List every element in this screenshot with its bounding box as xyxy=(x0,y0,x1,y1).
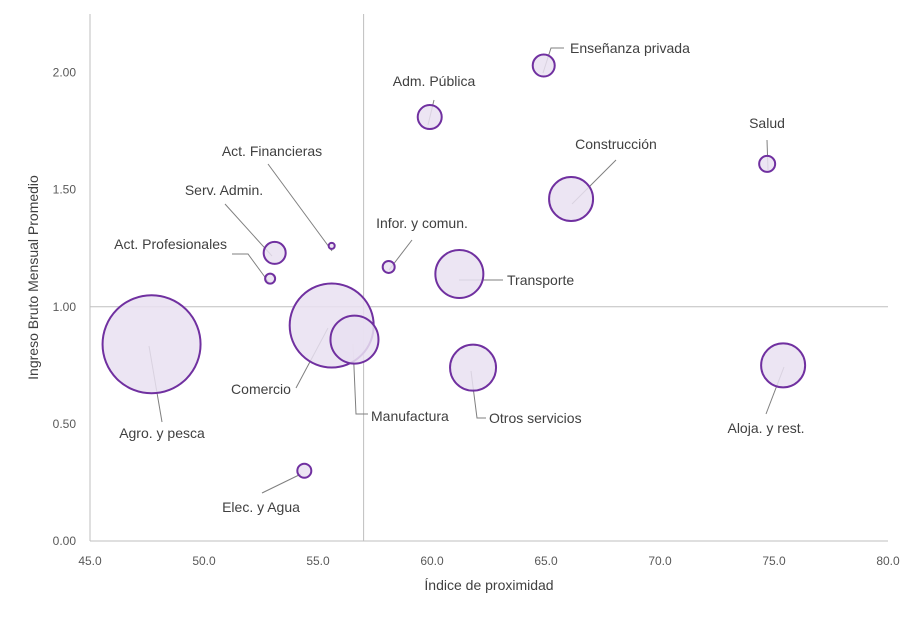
leader-line xyxy=(352,343,368,415)
axes xyxy=(89,14,888,542)
bubble xyxy=(327,241,336,250)
leader-line xyxy=(232,253,271,285)
x-tick-label: 80.0 xyxy=(876,554,900,568)
bubble xyxy=(548,176,595,223)
x-tick-label: 60.0 xyxy=(420,554,444,568)
bubble-label: Aloja. y rest. xyxy=(727,420,804,436)
bubble xyxy=(381,259,396,274)
y-axis-title: Ingreso Bruto Mensual Promedio xyxy=(25,175,41,380)
x-tick-label: 70.0 xyxy=(648,554,672,568)
x-axis-title: Índice de proximidad xyxy=(424,577,553,593)
bubble-label: Manufactura xyxy=(371,408,449,424)
bubble-labels: Agro. y pesca Comercio Manufactura Otros se… xyxy=(114,40,804,515)
bubble xyxy=(760,342,807,389)
bubble xyxy=(758,154,777,173)
bubble-label: Transporte xyxy=(507,272,574,288)
bubbles xyxy=(101,53,807,479)
x-tick-label: 50.0 xyxy=(192,554,216,568)
bubble-label: Construcción xyxy=(575,136,657,152)
y-tick-label: 0.50 xyxy=(53,417,77,431)
bubble-label: Agro. y pesca xyxy=(119,425,205,441)
bubble xyxy=(416,104,443,131)
bubble-label: Otros servicios xyxy=(489,410,582,426)
bubble xyxy=(449,343,498,392)
x-tick-label: 45.0 xyxy=(78,554,102,568)
y-tick-label: 2.00 xyxy=(53,66,77,80)
bubble xyxy=(264,272,277,285)
leader-line xyxy=(267,163,333,252)
bubble-label: Comercio xyxy=(231,381,291,397)
y-tick-label: 1.50 xyxy=(53,183,77,197)
bubble-label: Adm. Pública xyxy=(393,73,476,89)
y-tick-label: 1.00 xyxy=(53,300,77,314)
bubble-label: Salud xyxy=(749,115,785,131)
bubble-label: Enseñanza privada xyxy=(570,40,690,56)
bubble xyxy=(296,462,313,479)
x-tick-label: 75.0 xyxy=(762,554,786,568)
tick-labels: 45.0 50.0 55.0 60.0 65.0 70.0 75.0 80.0 0.00 0.50… xyxy=(53,66,900,568)
reference-lines xyxy=(90,14,888,541)
x-tick-label: 55.0 xyxy=(306,554,330,568)
bubble xyxy=(329,314,380,365)
bubble xyxy=(434,248,485,299)
bubble-label: Act. Financieras xyxy=(222,143,322,159)
x-tick-label: 65.0 xyxy=(534,554,558,568)
bubble-label: Elec. y Agua xyxy=(222,499,300,515)
leader-line xyxy=(261,473,302,494)
bubble xyxy=(531,53,556,78)
bubble-label: Act. Profesionales xyxy=(114,236,227,252)
bubble xyxy=(101,294,202,395)
y-tick-label: 0.00 xyxy=(53,534,77,548)
bubble xyxy=(262,240,287,265)
bubble-label: Infor. y comun. xyxy=(376,215,468,231)
bubble-label: Serv. Admin. xyxy=(185,182,263,198)
